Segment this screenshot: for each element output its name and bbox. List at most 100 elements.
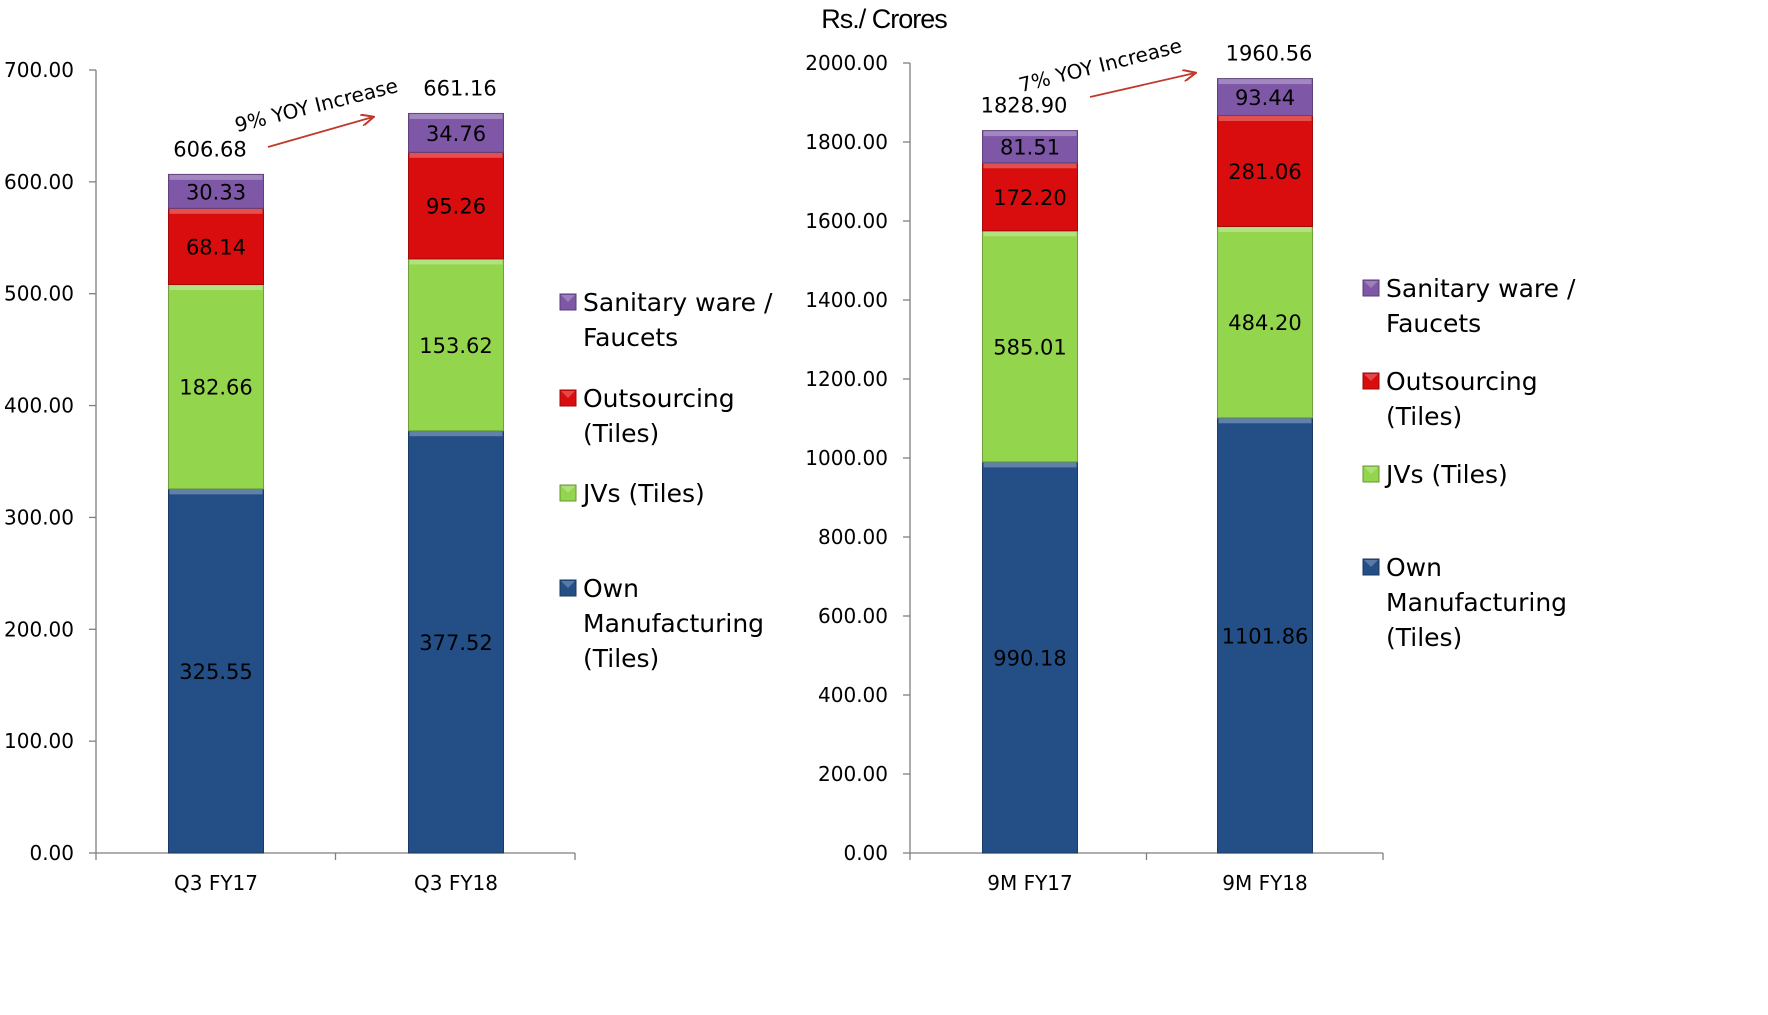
legend-swatch-highlight [561,581,575,588]
data-label: 990.18 [993,646,1066,670]
legend-label: Manufacturing [1386,588,1567,617]
bar-segment-bevel [983,462,1077,468]
y-tick-label: 1400.00 [805,288,888,312]
total-label: 606.68 [173,137,246,161]
legend-swatch-highlight [1364,560,1378,567]
legend-swatch-highlight [1364,374,1378,381]
bar-segment-bevel [169,174,263,180]
data-label: 93.44 [1235,86,1295,110]
bar-segment-bevel [1218,418,1312,424]
legend-label: (Tiles) [1386,402,1462,431]
legend-label: (Tiles) [583,644,659,673]
total-label: 1828.90 [981,94,1068,118]
total-label: 1960.56 [1226,42,1313,66]
data-label: 30.33 [186,180,246,204]
yoy-arrow [1089,73,1195,98]
legend-item-sanitary-ware-faucets: Sanitary ware / Faucets [559,288,773,352]
y-tick-label: 600.00 [4,170,74,194]
legend-item-own-manufacturing-tiles: Own Manufacturing (Tiles) [559,574,764,673]
legend-label: Outsourcing [583,384,735,413]
data-label: 1101.86 [1222,624,1309,648]
category-label: 9M FY17 [987,871,1073,895]
bar-segment-bevel [1218,79,1312,85]
y-tick-label: 400.00 [818,683,888,707]
bar-segment-sanitary-ware-faucets [168,173,264,209]
data-label: 585.01 [993,335,1066,359]
yoy-arrow [267,117,373,148]
bar-segment-jvs-tiles [408,258,504,432]
bar-segment-bevel [169,285,263,291]
bar-segment-bevel [409,431,503,437]
data-label: 95.26 [426,195,486,219]
bar-segment-jvs-tiles [1217,226,1313,419]
data-label: 34.76 [426,122,486,146]
legend-item-jvs-tiles: JVs (Tiles) [559,479,705,508]
bar-segment-bevel [169,208,263,214]
y-tick-label: 600.00 [818,604,888,628]
legend-label: Own [583,574,639,603]
legend-label: JVs (Tiles) [581,479,705,508]
data-label: 172.20 [993,186,1066,210]
legend-swatch-highlight [561,295,575,302]
bar-segment-bevel [983,163,1077,169]
chart-quarterly: 0.00 100.00 200.00 300.00 400.00 500.00 600.00… [4,58,773,895]
legend-label: Faucets [1386,309,1481,338]
y-tick-label: 1200.00 [805,367,888,391]
bar-segment-own-manufacturing-tiles [1217,417,1313,854]
bar-segment-jvs-tiles [168,284,264,490]
data-label: 377.52 [419,631,492,655]
legend-label: Sanitary ware / [583,288,773,317]
category-label: Q3 FY18 [414,871,498,895]
bar-segment-own-manufacturing-tiles [168,488,264,854]
data-label: 153.62 [419,334,492,358]
legend-label: Sanitary ware / [1386,274,1576,303]
legend-swatch-highlight [1364,281,1378,288]
bar-segment-sanitary-ware-faucets [408,112,504,153]
legend-label: (Tiles) [583,419,659,448]
bar-segment-outsourcing-tiles [982,162,1078,232]
bar-segment-outsourcing-tiles [1217,114,1313,228]
y-tick-label: 100.00 [4,729,74,753]
data-label: 281.06 [1228,160,1301,184]
bar-segment-bevel [983,231,1077,237]
bar-segment-bevel [1218,115,1312,121]
y-tick-label: 1800.00 [805,130,888,154]
legend-label: Own [1386,553,1442,582]
data-label: 182.66 [179,376,252,400]
legend-swatch-highlight [561,391,575,398]
category-label: Q3 FY17 [174,871,258,895]
yoy-annotation: 7% YOY Increase [1016,33,1184,97]
y-tick-label: 700.00 [4,58,74,82]
bar-segment-bevel [409,259,503,265]
y-tick-label: 200.00 [818,762,888,786]
bar-segment-own-manufacturing-tiles [982,461,1078,854]
bar-segment-outsourcing-tiles [168,207,264,286]
y-tick-label: 400.00 [4,394,74,418]
bar-segment-bevel [169,489,263,495]
bar-segment-sanitary-ware-faucets [1217,78,1313,116]
y-tick-label: 0.00 [29,841,74,865]
legend-label: (Tiles) [1386,623,1462,652]
y-tick-label: 200.00 [4,617,74,641]
legend-item-sanitary-ware-faucets: Sanitary ware / Faucets [1362,274,1576,338]
y-tick-label: 1000.00 [805,446,888,470]
data-label: 81.51 [1000,136,1060,160]
y-tick-label: 500.00 [4,282,74,306]
legend-label: Faucets [583,323,678,352]
legend-swatch-highlight [1364,467,1378,474]
data-label: 325.55 [179,660,252,684]
bar-segment-outsourcing-tiles [408,151,504,260]
bar-segment-bevel [1218,227,1312,233]
legend-item-jvs-tiles: JVs (Tiles) [1362,460,1508,489]
data-label: 484.20 [1228,311,1301,335]
chart-title: Rs./ Crores [821,4,947,34]
chart-nine-months: 0.00 200.00 400.00 600.00 800.00 1000.00 1200.… [805,33,1576,895]
category-label: 9M FY18 [1222,871,1308,895]
legend-item-outsourcing-tiles: Outsourcing (Tiles) [1362,367,1538,431]
bar-segment-bevel [983,131,1077,137]
legend-label: Outsourcing [1386,367,1538,396]
legend-item-own-manufacturing-tiles: Own Manufacturing (Tiles) [1362,553,1567,652]
legend-item-outsourcing-tiles: Outsourcing (Tiles) [559,384,735,448]
legend-label: JVs (Tiles) [1384,460,1508,489]
